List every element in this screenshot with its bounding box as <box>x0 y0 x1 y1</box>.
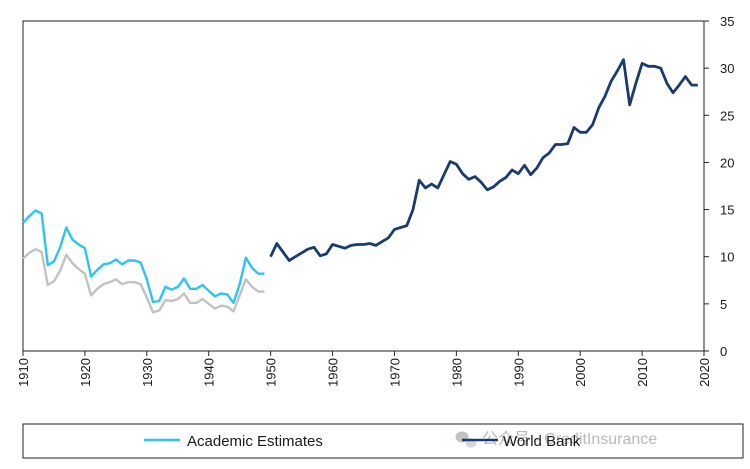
x-axis-ticks: 1910 1920 1930 1940 1950 1960 1970 1980 1990 2000… <box>16 351 712 387</box>
series-line-0 <box>22 209 265 305</box>
x-tick-label: 1940 <box>202 358 217 387</box>
x-tick-label: 1920 <box>78 358 93 387</box>
y-tick-label: 20 <box>720 155 734 170</box>
x-tick-label: 1960 <box>326 358 341 387</box>
x-tick-label: 1950 <box>264 358 279 387</box>
legend <box>22 423 744 459</box>
y-axis-ticks: 0 5 10 15 20 25 30 35 <box>704 14 734 359</box>
x-tick-label: 2010 <box>635 358 650 387</box>
series-line-1 <box>22 247 265 314</box>
legend-label-academic: Academic Estimates <box>187 433 323 450</box>
plot-area <box>22 20 705 352</box>
series-layer <box>22 58 698 314</box>
y-tick-label: 30 <box>720 61 734 76</box>
x-tick-label: 1910 <box>16 358 31 387</box>
watermark-text: 公众号 · CreditInsurance <box>482 430 657 448</box>
y-tick-label: 35 <box>720 14 734 29</box>
y-tick-label: 10 <box>720 250 734 265</box>
y-tick-label: 25 <box>720 108 734 123</box>
x-tick-label: 1970 <box>387 358 402 387</box>
x-tick-label: 2000 <box>573 358 588 387</box>
y-tick-label: 15 <box>720 203 734 218</box>
x-tick-label: 2020 <box>697 358 712 387</box>
series-line-2 <box>269 58 698 262</box>
y-tick-label: 0 <box>720 344 727 359</box>
x-tick-label: 1930 <box>140 358 155 387</box>
x-tick-label: 1990 <box>511 358 526 387</box>
y-tick-label: 5 <box>720 297 727 312</box>
x-tick-label: 1980 <box>449 358 464 387</box>
legend-label-world-bank: World Bank <box>503 433 581 450</box>
